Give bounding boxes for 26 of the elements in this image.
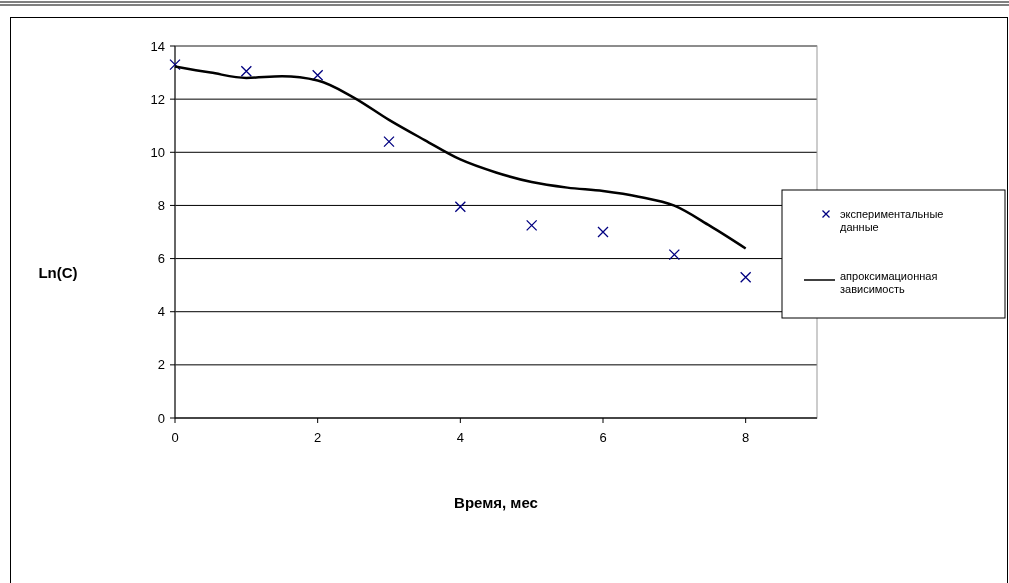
point: [240, 65, 252, 77]
point: [383, 136, 395, 148]
y-tick-label: 6: [157, 251, 165, 267]
x-tick-label: 0: [171, 430, 179, 445]
y-tick-label: 0: [157, 410, 165, 426]
y-tick-label: 8: [157, 197, 165, 213]
point: [526, 219, 538, 232]
point: [597, 226, 609, 238]
y-tick-label: 14: [150, 38, 165, 54]
legend-label: апроксимационная зависимость: [840, 269, 938, 296]
y-tick-label: 10: [150, 144, 165, 160]
x-tick-label: 2: [314, 430, 322, 445]
x-axis-title: Время, мес: [454, 494, 538, 511]
point: [740, 271, 752, 283]
x-tick-label: 6: [599, 430, 607, 445]
point: [169, 58, 181, 71]
y-tick-label: 12: [150, 91, 165, 107]
x-tick-label: 4: [456, 430, 464, 445]
y-tick-label: 4: [157, 304, 165, 320]
point: [454, 201, 466, 213]
x-tick-label: 8: [742, 430, 750, 445]
y-tick-label: 2: [157, 357, 165, 373]
point: [668, 248, 680, 261]
point: [312, 69, 324, 81]
y-axis-title: Ln(C): [38, 264, 78, 281]
legend-label: экспериментальные данные: [840, 207, 944, 234]
